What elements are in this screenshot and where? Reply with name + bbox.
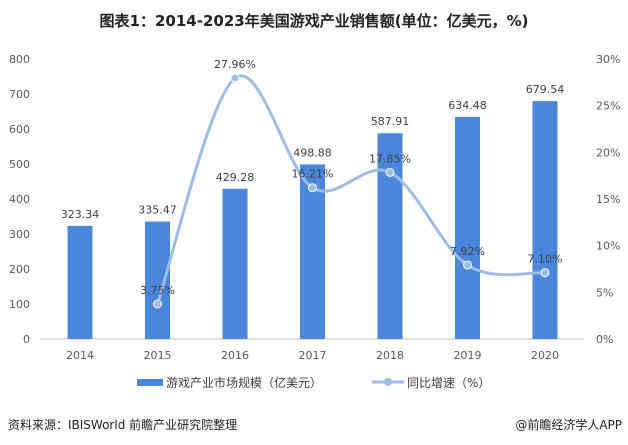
x-tick-label: 2014 [66, 349, 94, 362]
left-tick-label: 600 [9, 123, 30, 136]
left-tick-label: 700 [9, 88, 30, 101]
growth-point [230, 73, 240, 83]
bar-data-label: 429.28 [216, 171, 255, 184]
growth-point [153, 299, 162, 309]
bar-data-label: 323.34 [61, 208, 100, 221]
credit-note: @前瞻经济学人APP [515, 418, 622, 432]
left-tick-label: 0 [23, 333, 30, 346]
growth-data-label: 17.85% [369, 152, 411, 165]
x-tick-label: 2020 [531, 349, 559, 362]
growth-line [156, 74, 546, 305]
chart: 0 100 200 300 400 500 600 700 800 0% 5% 10% 15% 20% 25… [9, 53, 620, 390]
bar-data-label: 335.47 [138, 204, 177, 217]
bar [455, 116, 480, 339]
right-tick-label: 0% [596, 333, 613, 346]
x-tick-label: 2017 [299, 349, 327, 362]
left-tick-label: 800 [9, 53, 30, 66]
right-tick-label: 30% [596, 53, 620, 66]
bar [377, 133, 403, 339]
x-tick-label: 2018 [376, 349, 404, 362]
growth-point [385, 167, 395, 177]
left-tick-label: 300 [9, 228, 30, 241]
growth-point [463, 260, 472, 270]
bar [145, 221, 170, 339]
right-tick-label: 25% [596, 100, 620, 113]
bar-data-label: 634.48 [448, 99, 487, 112]
growth-data-label: 7.10% [528, 253, 563, 266]
left-tick-label: 400 [9, 193, 30, 206]
bar [222, 188, 248, 339]
bar-data-label: 679.54 [526, 83, 565, 96]
legend-bar-label: 游戏产业市场规模（亿美元） [166, 375, 322, 390]
legend-line-label: 同比增速（%） [407, 376, 490, 390]
right-tick-label: 5% [596, 286, 613, 299]
chart-title: 图表1：2014-2023年美国游戏产业销售额(单位：亿美元，%) [99, 12, 529, 30]
growth-point [308, 183, 317, 193]
legend-bar-swatch [137, 379, 163, 386]
source-note: 资料来源：IBISWorld 前瞻产业研究院整理 [8, 418, 238, 432]
bar-data-label: 498.88 [293, 146, 332, 159]
growth-data-label: 27.96% [214, 58, 256, 71]
x-tick-label: 2015 [144, 349, 172, 362]
growth-data-label: 3.75% [140, 284, 175, 297]
growth-data-label: 7.92% [450, 245, 485, 258]
right-tick-label: 20% [596, 146, 620, 159]
right-tick-label: 15% [596, 193, 620, 206]
left-tick-label: 200 [9, 263, 30, 276]
right-tick-label: 10% [596, 240, 620, 253]
bar-data-label: 587.91 [371, 115, 410, 128]
bar [532, 101, 558, 339]
growth-point [540, 268, 550, 278]
bar [300, 164, 325, 339]
x-tick-label: 2016 [221, 349, 249, 362]
growth-data-label: 16.21% [292, 168, 334, 181]
left-tick-label: 100 [9, 298, 30, 311]
legend-line-marker [384, 378, 392, 386]
left-tick-label: 500 [9, 158, 30, 171]
bar [67, 225, 93, 339]
x-tick-label: 2019 [454, 349, 482, 362]
